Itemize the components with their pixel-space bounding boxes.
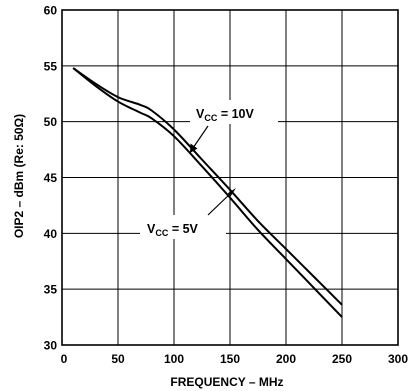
y-tick-label: 55 bbox=[44, 59, 58, 73]
series-label-vcc-10v: VCC = 10V bbox=[190, 100, 278, 153]
x-tick-labels: 0 50 100 150 200 250 300 bbox=[61, 352, 408, 366]
x-tick-label: 250 bbox=[332, 352, 352, 366]
series-label-vcc-10v-text: VCC = 10V bbox=[196, 107, 254, 123]
y-tick-label: 30 bbox=[44, 339, 58, 353]
x-tick-label: 0 bbox=[61, 352, 68, 366]
x-tick-label: 200 bbox=[276, 352, 296, 366]
y-tick-label: 50 bbox=[44, 115, 58, 129]
y-axis-label: OIP2 – dBm (Re: 50Ω) bbox=[12, 114, 26, 238]
series-line-vcc-5v bbox=[72, 67, 343, 318]
y-tick-label: 45 bbox=[44, 171, 58, 185]
x-tick-label: 50 bbox=[111, 352, 125, 366]
callout-arrow-5v bbox=[207, 191, 233, 216]
x-tick-label: 300 bbox=[388, 352, 408, 366]
y-tick-label: 35 bbox=[44, 283, 58, 297]
y-tick-label: 40 bbox=[44, 227, 58, 241]
y-tick-labels: 30 35 40 45 50 55 60 bbox=[44, 4, 58, 353]
x-tick-label: 150 bbox=[220, 352, 240, 366]
x-axis-label: FREQUENCY – MHz bbox=[170, 375, 283, 389]
series-label-vcc-5v-text: VCC = 5V bbox=[147, 222, 199, 238]
x-tick-label: 100 bbox=[164, 352, 184, 366]
series-curves bbox=[72, 67, 343, 318]
arrowhead-10v bbox=[190, 143, 198, 153]
series-label-vcc-5v: VCC = 5V bbox=[140, 188, 236, 239]
y-tick-label: 60 bbox=[44, 4, 58, 18]
plot-frame bbox=[61, 9, 399, 346]
arrowhead-5v bbox=[227, 188, 236, 197]
series-line-vcc-10v bbox=[72, 67, 343, 306]
callout-arrow-10v bbox=[192, 125, 209, 149]
grid-lines bbox=[62, 10, 398, 345]
